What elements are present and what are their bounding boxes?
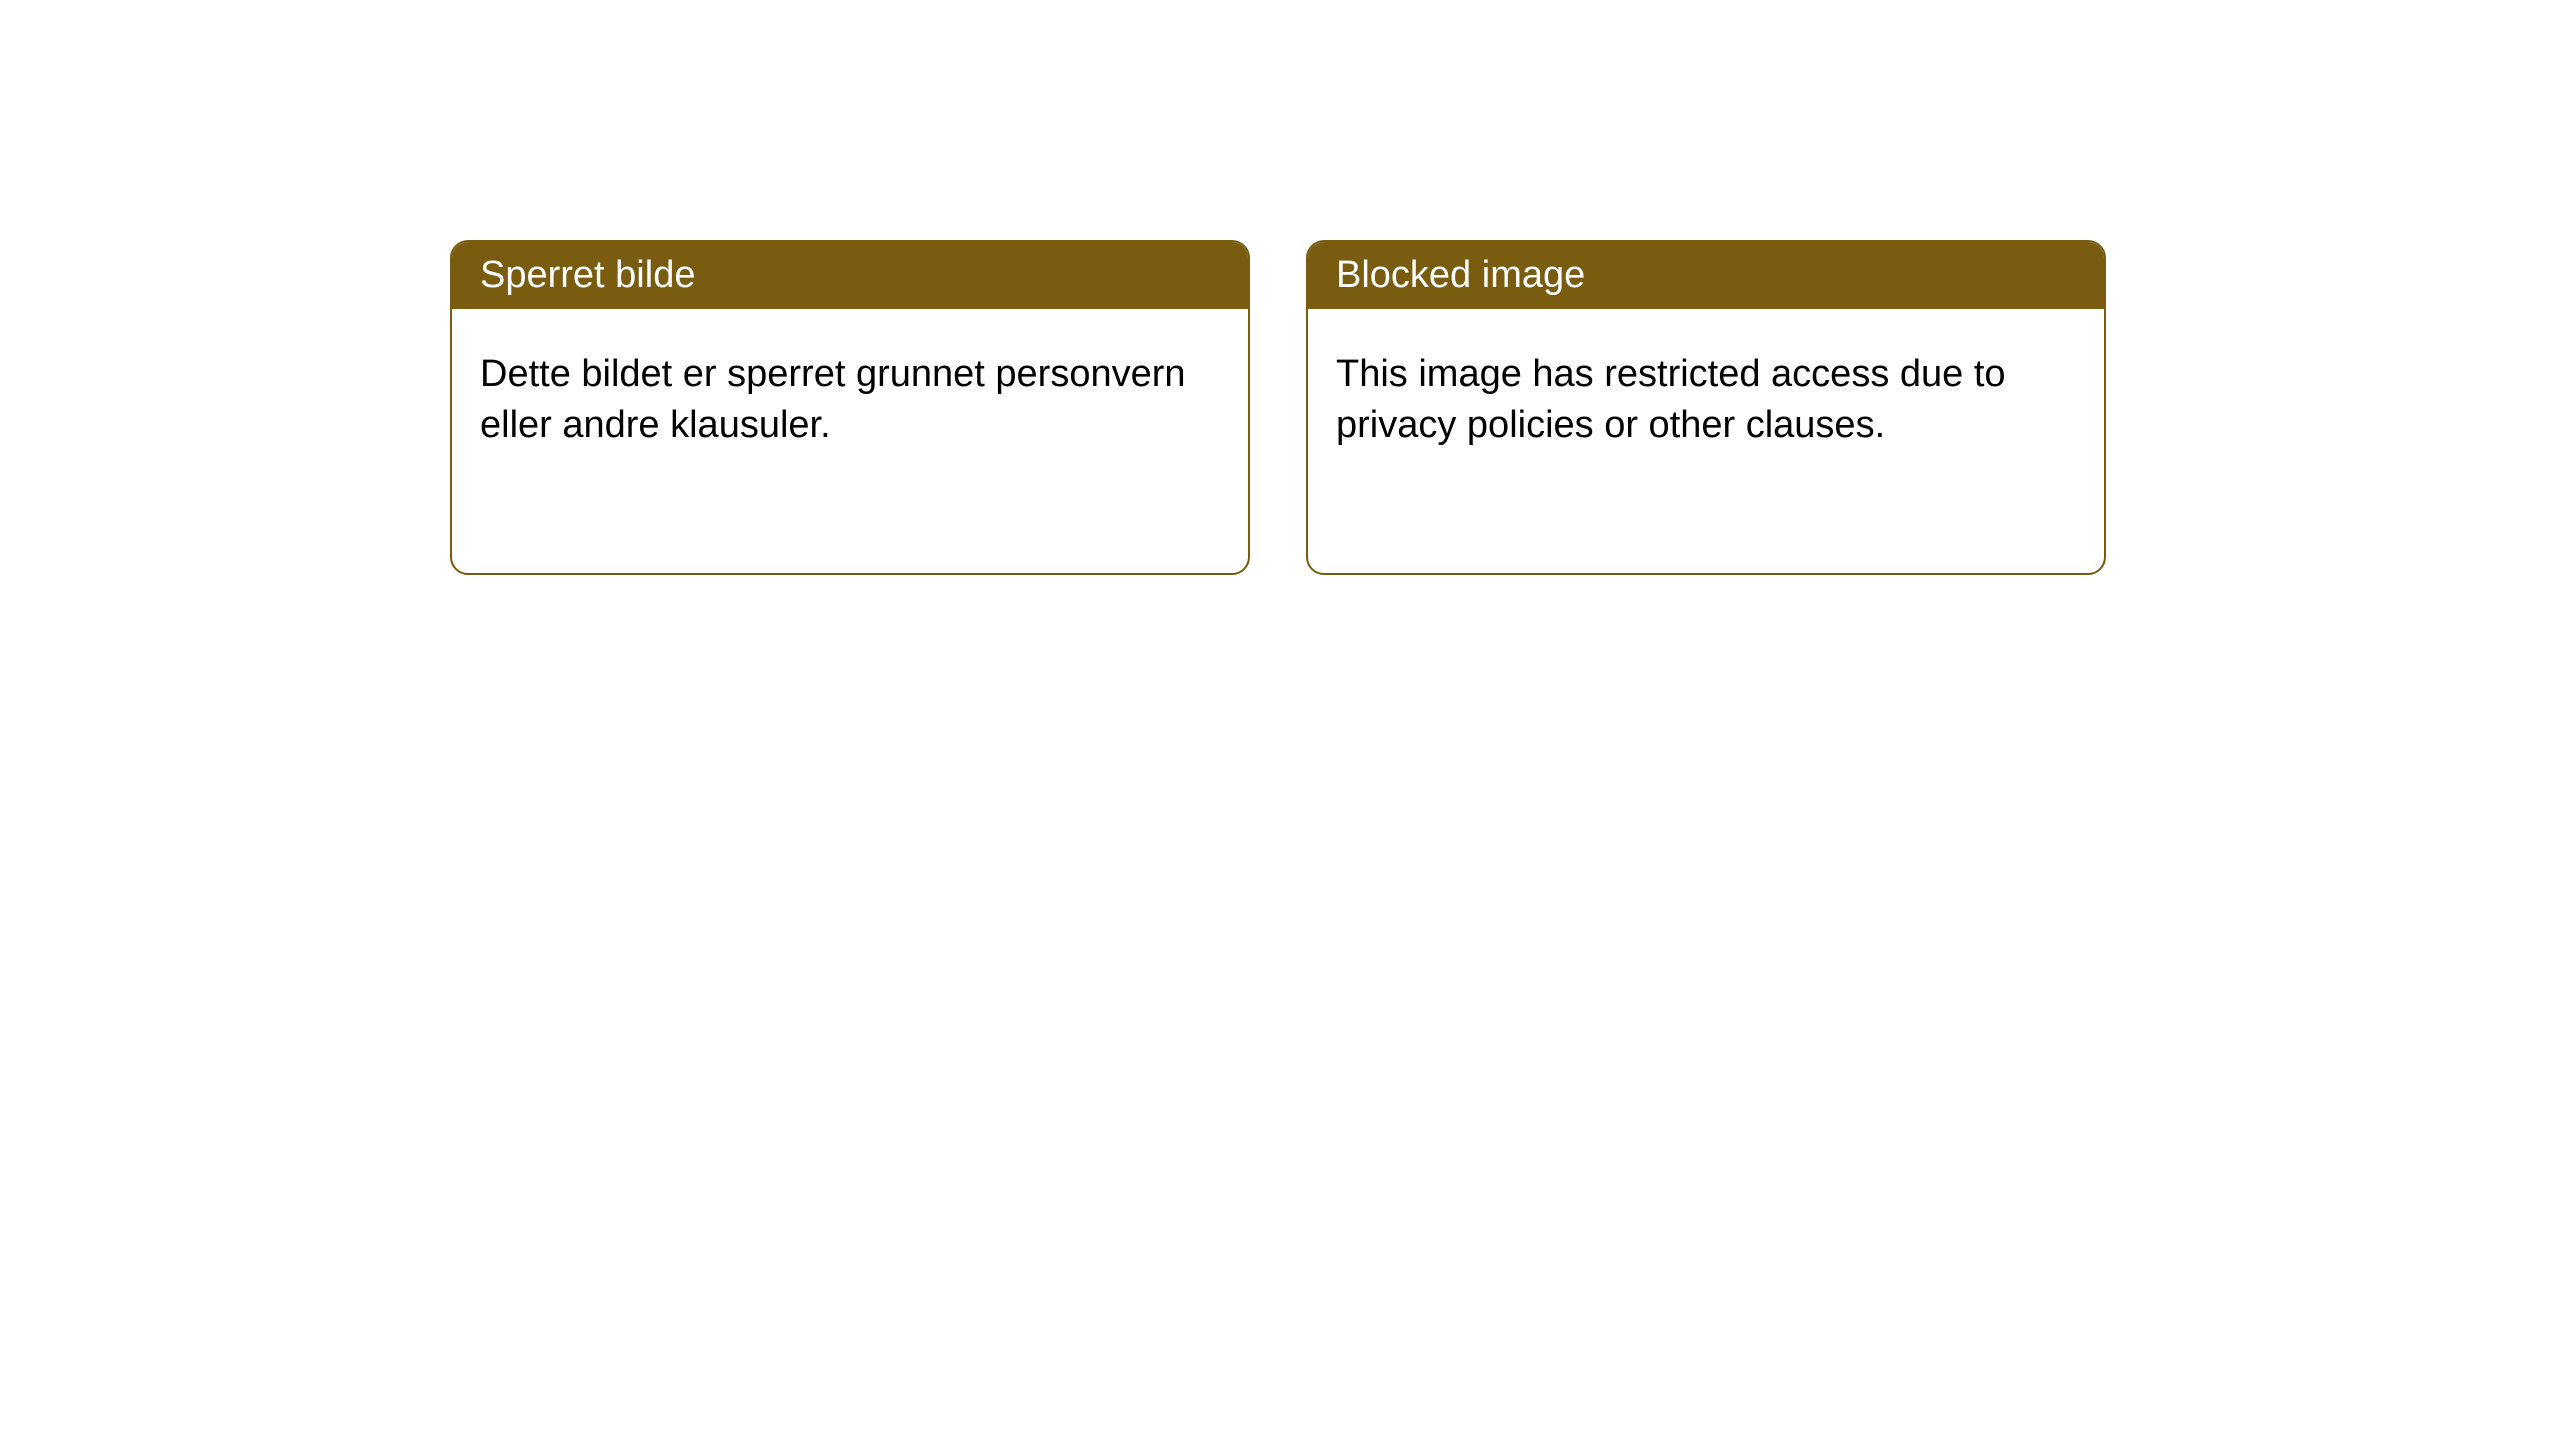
notice-body-english: This image has restricted access due to … — [1308, 309, 2104, 492]
notice-card-english: Blocked image This image has restricted … — [1306, 240, 2106, 575]
notice-body-norwegian: Dette bildet er sperret grunnet personve… — [452, 309, 1248, 492]
notice-header-english: Blocked image — [1308, 242, 2104, 309]
notice-header-norwegian: Sperret bilde — [452, 242, 1248, 309]
notice-card-norwegian: Sperret bilde Dette bildet er sperret gr… — [450, 240, 1250, 575]
notice-container: Sperret bilde Dette bildet er sperret gr… — [0, 0, 2560, 575]
